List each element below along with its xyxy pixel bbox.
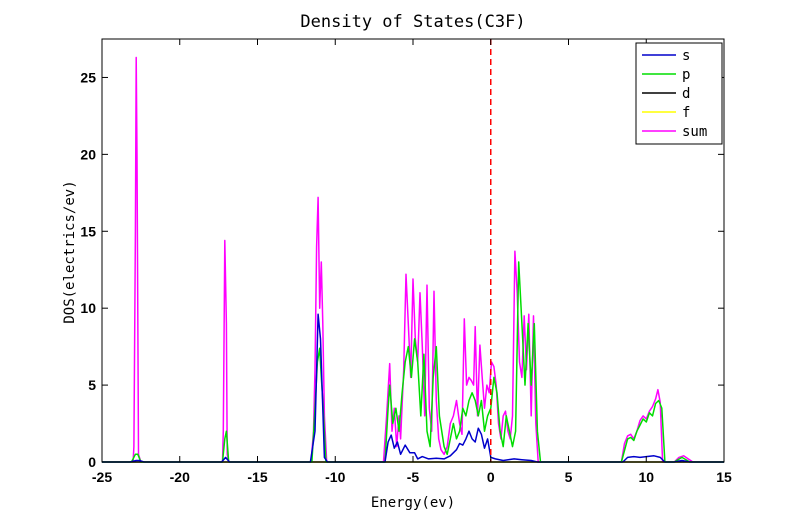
- legend-label-p: p: [682, 67, 690, 83]
- x-tick-label: -15: [247, 469, 267, 485]
- legend-label-s: s: [682, 48, 690, 64]
- legend-label-sum: sum: [682, 124, 707, 140]
- series-line-s: [102, 313, 724, 463]
- x-tick-label: -10: [325, 469, 345, 485]
- y-axis-label: DOS(electrics/ev): [62, 180, 78, 323]
- y-tick-label: 0: [88, 454, 96, 470]
- x-tick-label: 5: [565, 469, 573, 485]
- x-tick-label: -5: [407, 469, 420, 485]
- x-tick-label: -20: [170, 469, 190, 485]
- x-tick-label: 15: [716, 469, 732, 485]
- series-line-sum: [102, 56, 724, 463]
- y-tick-label: 25: [80, 69, 96, 85]
- y-tick-label: 15: [80, 223, 96, 239]
- y-tick-label: 10: [80, 300, 96, 316]
- y-tick-label: 5: [88, 377, 96, 393]
- x-axis-label: Energy(ev): [371, 495, 455, 511]
- x-tick-label: 10: [638, 469, 654, 485]
- legend-label-d: d: [682, 86, 690, 102]
- chart-title: Density of States(C3F): [300, 12, 525, 32]
- legend-label-f: f: [682, 105, 690, 121]
- x-tick-label: -25: [92, 469, 112, 485]
- x-tick-label: 0: [487, 469, 495, 485]
- y-tick-label: 20: [80, 146, 96, 162]
